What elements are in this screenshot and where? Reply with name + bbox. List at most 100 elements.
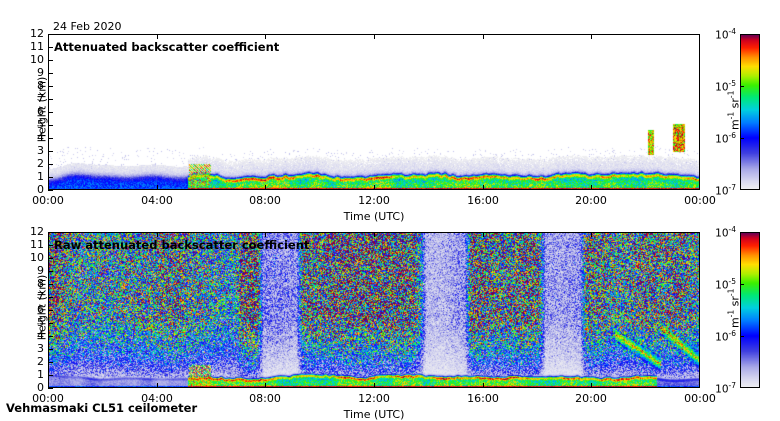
axis-tick-mark xyxy=(48,284,53,286)
axis-tick-mark xyxy=(48,232,53,234)
y-tick-label-top-2: 2 xyxy=(37,157,44,170)
axis-tick-mark xyxy=(48,190,53,192)
axis-tick-mark xyxy=(48,310,53,312)
axis-tick-mark xyxy=(699,185,701,190)
axis-tick-mark xyxy=(591,185,593,190)
y-tick-label-bottom-0: 0 xyxy=(37,381,44,394)
axis-tick-mark xyxy=(374,34,376,39)
y-tick-label-top-9: 9 xyxy=(37,66,44,79)
x-tick-label-top-0: 00:00 xyxy=(32,194,64,207)
axis-tick-mark xyxy=(48,151,53,153)
plot-panel-attenuated-backscatter xyxy=(48,34,700,190)
axis-tick-mark xyxy=(48,125,53,127)
x-axis-label-top: Time (UTC) xyxy=(343,210,405,223)
x-tick-label-top-6: 00:00 xyxy=(684,194,716,207)
axis-tick-mark xyxy=(699,232,701,237)
panel-title-bottom: Raw attenuated backscatter coefficient xyxy=(54,238,310,252)
axis-tick-mark xyxy=(48,138,53,140)
y-tick-label-top-0: 0 xyxy=(37,183,44,196)
x-tick-label-top-2: 08:00 xyxy=(249,194,281,207)
y-tick-label-top-4: 4 xyxy=(37,131,44,144)
axis-tick-mark xyxy=(48,177,53,179)
axis-tick-mark xyxy=(740,387,744,389)
axis-tick-mark xyxy=(740,34,744,36)
axis-tick-mark xyxy=(591,34,593,39)
heatmap-canvas-bottom xyxy=(49,233,699,387)
y-tick-label-bottom-4: 4 xyxy=(37,329,44,342)
axis-tick-mark xyxy=(48,99,53,101)
colorbar-canvas-top xyxy=(741,35,759,189)
y-tick-label-bottom-9: 9 xyxy=(37,264,44,277)
x-tick-label-bottom-5: 20:00 xyxy=(575,392,607,405)
colorbar-tick-label-top-3: 10-7 xyxy=(715,183,736,198)
y-tick-label-top-3: 3 xyxy=(37,144,44,157)
axis-tick-mark xyxy=(48,86,53,88)
axis-tick-mark xyxy=(48,383,50,388)
cb-unit-m-bottom: m xyxy=(728,317,742,329)
y-tick-label-top-12: 12 xyxy=(30,27,44,40)
axis-tick-mark xyxy=(48,164,53,166)
x-tick-label-bottom-2: 08:00 xyxy=(249,392,281,405)
date-label: 24 Feb 2020 xyxy=(53,20,122,33)
axis-tick-mark xyxy=(265,34,267,39)
y-tick-label-bottom-7: 7 xyxy=(37,290,44,303)
axis-tick-mark xyxy=(374,383,376,388)
axis-tick-mark xyxy=(48,185,50,190)
plot-panel-raw-backscatter xyxy=(48,232,700,388)
axis-tick-mark xyxy=(699,34,701,39)
heatmap-canvas-top xyxy=(49,35,699,189)
axis-tick-mark xyxy=(48,388,53,390)
axis-tick-mark xyxy=(740,232,744,234)
colorbar-tick-label-top-2: 10-6 xyxy=(715,131,736,146)
axis-tick-mark xyxy=(740,86,744,88)
axis-tick-mark xyxy=(740,284,744,286)
colorbar-bottom xyxy=(740,232,760,388)
x-tick-label-top-1: 04:00 xyxy=(141,194,173,207)
axis-tick-mark xyxy=(483,232,485,237)
y-tick-label-bottom-6: 6 xyxy=(37,303,44,316)
colorbar-tick-label-bottom-3: 10-7 xyxy=(715,381,736,396)
axis-tick-mark xyxy=(48,112,53,114)
cb-unit-sup1-bottom: -1 xyxy=(726,309,736,318)
instrument-footer: Vehmasmaki CL51 ceilometer xyxy=(6,401,198,415)
y-tick-label-top-11: 11 xyxy=(30,40,44,53)
x-tick-label-top-3: 12:00 xyxy=(358,194,390,207)
axis-tick-mark xyxy=(48,73,53,75)
axis-tick-mark xyxy=(265,185,267,190)
y-tick-label-bottom-2: 2 xyxy=(37,355,44,368)
panel-title-top: Attenuated backscatter coefficient xyxy=(54,40,280,54)
axis-tick-mark xyxy=(48,60,53,62)
axis-tick-mark xyxy=(591,383,593,388)
y-tick-label-bottom-1: 1 xyxy=(37,368,44,381)
x-tick-label-bottom-1: 04:00 xyxy=(141,392,173,405)
axis-tick-mark xyxy=(374,232,376,237)
y-tick-label-top-5: 5 xyxy=(37,118,44,131)
y-tick-label-bottom-12: 12 xyxy=(30,225,44,238)
y-tick-label-top-6: 6 xyxy=(37,105,44,118)
colorbar-tick-label-bottom-2: 10-6 xyxy=(715,329,736,344)
y-tick-label-top-1: 1 xyxy=(37,170,44,183)
axis-tick-mark xyxy=(48,375,53,377)
cb-unit-sup1-top: -1 xyxy=(726,111,736,120)
axis-tick-mark xyxy=(483,34,485,39)
y-tick-label-top-8: 8 xyxy=(37,79,44,92)
y-tick-label-top-7: 7 xyxy=(37,92,44,105)
axis-tick-mark xyxy=(374,185,376,190)
y-tick-label-top-10: 10 xyxy=(30,53,44,66)
x-axis-label-bottom: Time (UTC) xyxy=(343,408,405,421)
axis-tick-mark xyxy=(591,232,593,237)
x-tick-label-top-5: 20:00 xyxy=(575,194,607,207)
axis-tick-mark xyxy=(699,383,701,388)
axis-tick-mark xyxy=(48,47,53,49)
axis-tick-mark xyxy=(157,383,159,388)
axis-tick-mark xyxy=(265,383,267,388)
axis-tick-mark xyxy=(157,185,159,190)
axis-tick-mark xyxy=(740,138,744,140)
y-tick-label-bottom-10: 10 xyxy=(30,251,44,264)
axis-tick-mark xyxy=(48,34,50,39)
cb-unit-m-top: m xyxy=(728,119,742,131)
x-tick-label-bottom-0: 00:00 xyxy=(32,392,64,405)
axis-tick-mark xyxy=(48,323,53,325)
y-tick-label-bottom-5: 5 xyxy=(37,316,44,329)
